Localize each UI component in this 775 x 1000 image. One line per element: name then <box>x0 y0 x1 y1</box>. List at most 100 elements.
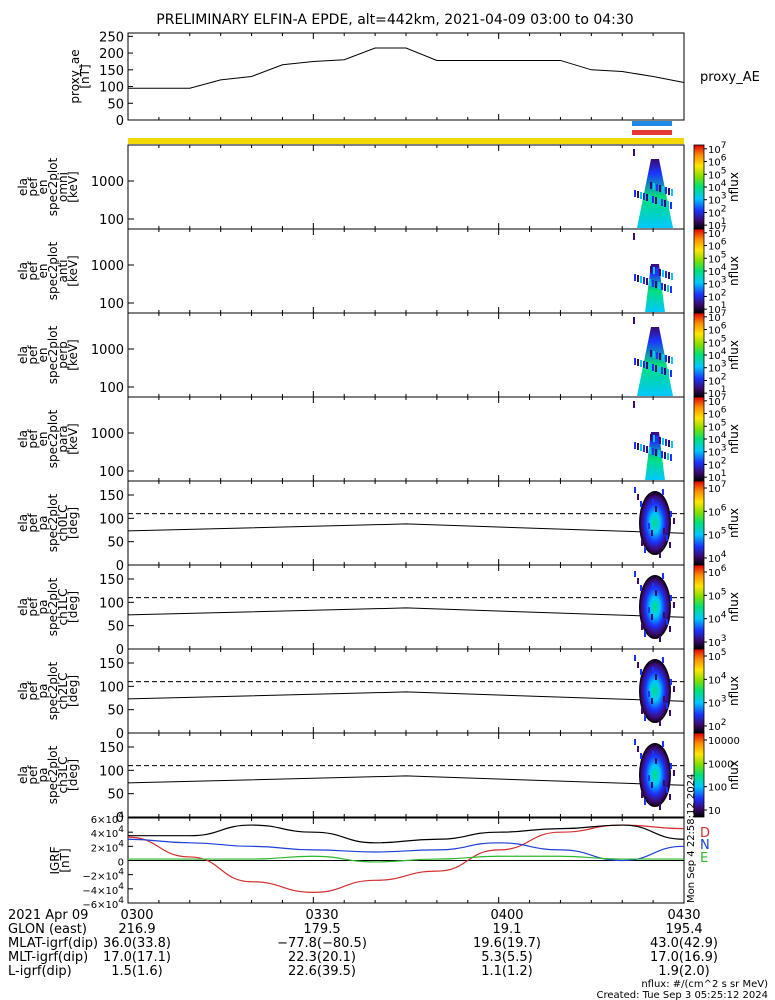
ylabel: proxy_ae[nT] <box>68 49 92 103</box>
colorbar <box>693 144 705 230</box>
ytick-label: 100 <box>99 680 124 695</box>
pitch-angle-pixel <box>644 799 646 805</box>
ylabel-line: spec2plot <box>46 241 60 300</box>
spectrogram-pixel <box>668 356 670 363</box>
ytick-label: 100 <box>99 81 124 96</box>
ylabel-line: pa <box>36 768 50 783</box>
ylabel-line: ela <box>16 598 30 616</box>
ylabel-line: pef <box>26 429 40 449</box>
colorbar-tick-label: 103 <box>708 192 726 207</box>
ylabel-line: spec2plot <box>46 409 60 468</box>
pitch-angle-pixel <box>641 540 643 546</box>
igrf-legend-label: E <box>700 851 708 866</box>
spectrogram-pixel <box>646 194 648 201</box>
ylabel-line: [nT] <box>58 848 72 872</box>
date-label: 2021 Apr 09 <box>8 908 88 923</box>
ephemeris-table: 2021 Apr 09 0300 0330 0400 0430 GLON (ea… <box>8 908 768 1000</box>
ylabel-line: IGRF <box>48 846 62 874</box>
pitch-angle-pixel <box>637 746 639 752</box>
igrf-series-total <box>128 824 685 844</box>
ylabel-line: pef <box>26 345 40 365</box>
pitch-angle-blob <box>639 743 671 807</box>
science-zone-bar <box>128 138 684 144</box>
ylabel-line: proxy_ae <box>68 49 82 103</box>
ephem-value: −77.8(−80.5) <box>277 936 367 951</box>
ylabel-line: en <box>36 348 50 363</box>
spectrogram-pixel <box>652 280 654 287</box>
colorbar-label-group: nflux <box>727 172 741 202</box>
spectrogram-pixel <box>665 355 667 362</box>
ephem-name: GLON (east) <box>8 922 87 937</box>
ytick-label: 250 <box>99 30 124 45</box>
pitch-angle-pixel <box>666 619 668 625</box>
panel-en_para: 1000100elapefenspec2plotpara[keV]1011021… <box>16 393 741 484</box>
ytick-label: 100 <box>99 381 124 396</box>
spectrogram-pixel <box>661 451 663 458</box>
ylabel-line: ela <box>16 346 30 364</box>
spectrogram-pixel <box>653 267 655 274</box>
ylabel-line: ch3LC <box>56 757 70 794</box>
orbit-indicator-blue <box>632 121 672 126</box>
colorbar-tick-label: 101 <box>708 385 726 400</box>
pitch-angle-pixel <box>663 528 665 534</box>
colorbar-tick-label: 105 <box>708 648 726 663</box>
spectrogram-pixel <box>643 193 645 200</box>
spectrogram-pixel <box>640 192 642 199</box>
pitch-angle-pixel <box>655 674 657 680</box>
pitch-angle-pixel <box>666 535 668 541</box>
ylabel-line: pa <box>36 516 50 531</box>
colorbar-tick-label: 105 <box>708 166 726 181</box>
pitch-angle-pixel <box>673 602 675 608</box>
spectrogram-pixel <box>668 272 670 279</box>
xtick-label: 0300 <box>120 908 153 923</box>
ytick-label: −6×104 <box>82 896 124 911</box>
colorbar-tick-label: 105 <box>708 250 726 265</box>
ylabel-line: ela <box>16 514 30 532</box>
colorbar-tick-label: 106 <box>708 406 727 421</box>
pitch-angle-pixel <box>644 547 646 553</box>
spectrogram-pixel <box>633 149 635 156</box>
ylabel-line: ela <box>16 178 30 196</box>
ylabel-line: pa <box>36 684 50 699</box>
spectrogram-pixel <box>656 352 658 359</box>
spectrogram-pixel <box>658 282 660 289</box>
ytick-label: 150 <box>99 64 124 79</box>
igrf-series-D <box>127 824 685 893</box>
colorbar-tick-label: 102 <box>708 718 726 733</box>
spectrogram-pixel <box>661 199 663 206</box>
spectrogram-pixel <box>659 437 661 444</box>
ylabel-line: [keV] <box>66 339 80 370</box>
spectrogram-pixel <box>665 187 667 194</box>
ylabel-line: [deg] <box>66 759 80 791</box>
spectrogram-pixel <box>662 186 664 193</box>
spectrogram-pixel <box>656 268 658 275</box>
pitch-angle-pixel <box>659 552 661 558</box>
ylabel-line: pef <box>26 597 40 617</box>
pitch-angle-pixel <box>662 741 664 747</box>
spectrogram-pixel <box>659 269 661 276</box>
panel-frame <box>127 144 685 230</box>
ylabel-line: pef <box>26 177 40 197</box>
pitch-angle-pixel <box>637 578 639 584</box>
ylabel-line: pef <box>26 765 40 785</box>
spectrogram-pixel <box>640 276 642 283</box>
spectrogram-pixel <box>640 444 642 451</box>
pitch-angle-pixel <box>640 669 642 675</box>
pitch-angle-pixel <box>652 751 654 757</box>
ytick-label: 150 <box>99 741 124 756</box>
colorbar-tick-label: 10 <box>708 806 721 817</box>
panel-frame <box>127 312 685 398</box>
ephem-value: 22.3(20.1) <box>288 950 356 965</box>
colorbar-tick-label: 102 <box>708 372 726 387</box>
colorbar-tick-label: 104 <box>708 347 727 362</box>
pitch-angle-pixel <box>655 590 657 596</box>
spectrogram-pixel <box>664 368 666 375</box>
ylabel-line: ela <box>16 262 30 280</box>
spectrogram-pixel <box>633 317 635 324</box>
pitch-angle-pixel <box>670 511 672 517</box>
